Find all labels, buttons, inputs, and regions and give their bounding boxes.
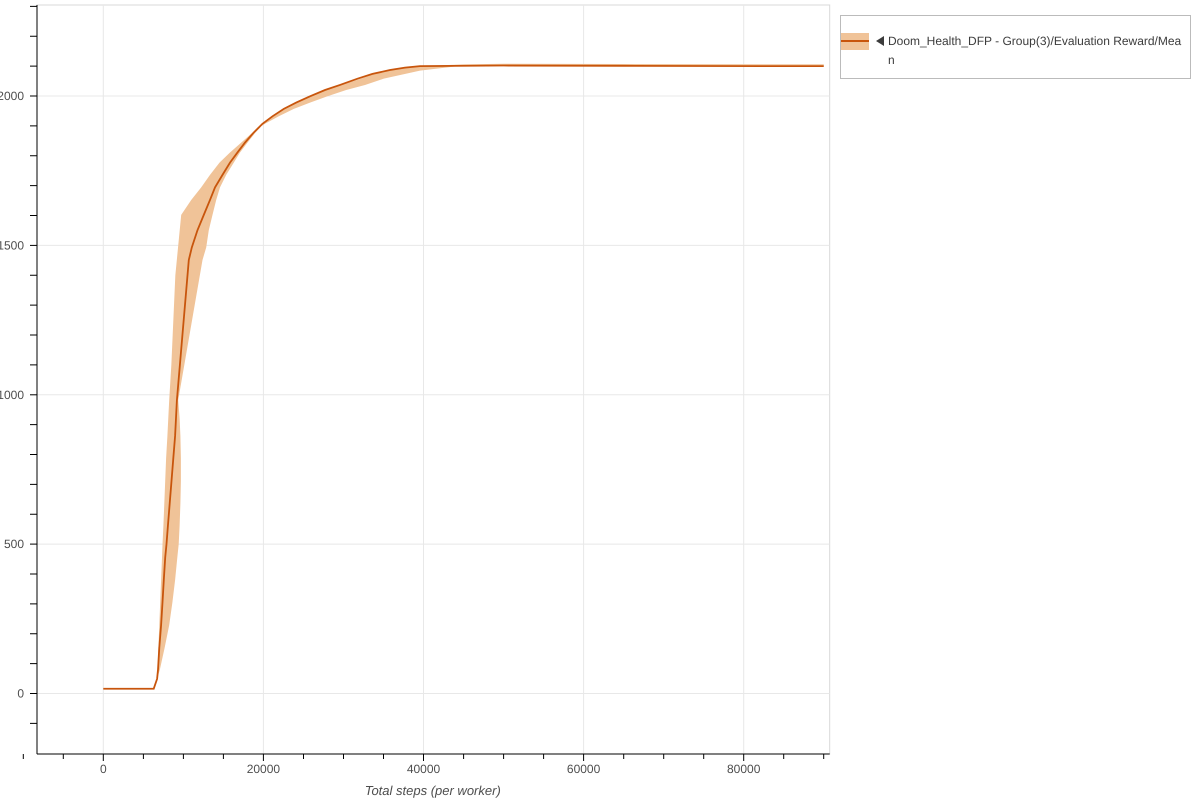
svg-text:500: 500 bbox=[4, 537, 24, 551]
svg-text:1500: 1500 bbox=[0, 238, 24, 252]
svg-text:2000: 2000 bbox=[0, 89, 24, 103]
svg-text:80000: 80000 bbox=[727, 762, 761, 776]
svg-text:0: 0 bbox=[17, 687, 24, 701]
svg-text:60000: 60000 bbox=[567, 762, 601, 776]
svg-text:1000: 1000 bbox=[0, 388, 24, 402]
svg-text:20000: 20000 bbox=[247, 762, 281, 776]
svg-text:Total steps (per worker): Total steps (per worker) bbox=[365, 783, 501, 798]
svg-text:40000: 40000 bbox=[407, 762, 441, 776]
svg-text:0: 0 bbox=[100, 762, 107, 776]
